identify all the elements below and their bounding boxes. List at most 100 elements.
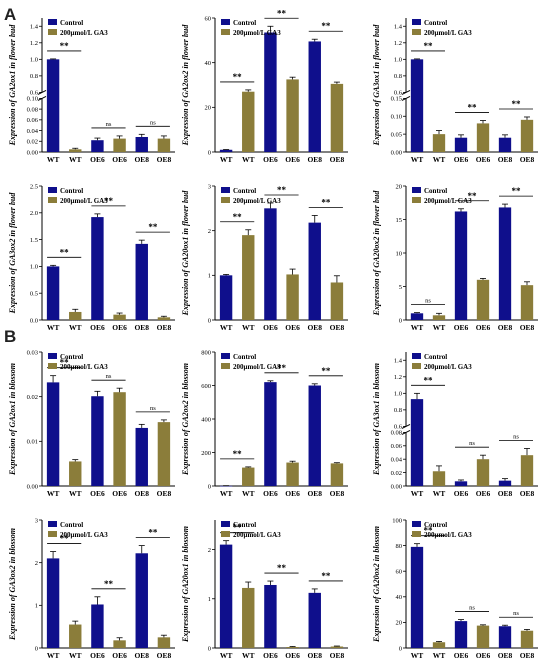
x-tick-label: WT: [220, 155, 233, 164]
y-tick-label: 1.2: [394, 40, 402, 47]
y-tick-label: 400: [201, 416, 211, 423]
x-tick-label: WT: [47, 651, 60, 659]
x-tick-label: OE6: [454, 651, 469, 659]
y-tick-label: 0.8: [394, 73, 402, 80]
bar: [410, 546, 424, 648]
y-tick-label: 1.4: [30, 24, 39, 31]
x-tick-label: OE8: [134, 323, 149, 332]
bar: [476, 123, 490, 152]
legend-label-control: Control: [233, 19, 256, 27]
x-tick-label: WT: [69, 489, 82, 498]
bar: [264, 208, 277, 320]
x-tick-label: WT: [242, 155, 255, 164]
y-tick-label: 0.02: [391, 470, 402, 477]
x-tick-label: WT: [220, 651, 233, 659]
significance-label: **: [512, 99, 522, 109]
bar: [69, 311, 82, 320]
panel-label-b: B: [4, 327, 16, 346]
bar: [286, 647, 299, 648]
bar: [135, 427, 148, 486]
y-tick-label: 5: [399, 284, 402, 291]
x-tick-label: WT: [242, 323, 255, 332]
y-tick-label: 80: [396, 543, 403, 550]
y-tick-label: 40: [396, 594, 403, 601]
chart-3: 0.00 0.05 0.10 0.150.6 0.8 1.0 1.2 1.4 Expressio…: [372, 18, 538, 164]
x-tick-label: OE8: [134, 489, 149, 498]
y-tick-label: 1: [35, 603, 38, 610]
legend-swatch-treated: [221, 197, 230, 203]
bar: [520, 285, 534, 320]
bar: [432, 134, 446, 152]
legend-label-treated: 200μmol/L GA3: [424, 197, 472, 205]
bar: [135, 243, 148, 320]
bar: [113, 640, 126, 648]
x-tick-label: OE6: [112, 489, 127, 498]
x-tick-label: WT: [433, 323, 446, 332]
x-tick-label: WT: [242, 489, 255, 498]
x-tick-label: OE6: [263, 323, 278, 332]
x-tick-label: WT: [411, 323, 424, 332]
bar: [135, 136, 148, 152]
x-tick-label: WT: [47, 155, 60, 164]
chart-2: 0 20 40 60 Expression of GA2ox2 in flower bu…: [181, 8, 348, 164]
y-tick-label: 200: [201, 450, 211, 457]
bar: [498, 207, 512, 320]
bar: [410, 59, 424, 153]
y-axis-label: Expression of GA3ox2 in flower bud: [8, 192, 17, 315]
x-tick-label: WT: [220, 323, 233, 332]
legend-swatch-treated: [221, 29, 230, 35]
bar: [454, 211, 468, 320]
x-tick-label: OE8: [307, 323, 322, 332]
legend-label-control: Control: [233, 187, 256, 195]
y-tick-label: 0.6: [394, 90, 403, 97]
chart-11: 0 1 2 Expression of GA20ox1 in blossom WT WT O…: [181, 520, 348, 659]
legend-label-treated: 200μmol/L GA3: [424, 29, 472, 37]
y-tick-label: 1.0: [30, 57, 38, 64]
significance-label: **: [277, 563, 287, 573]
x-tick-label: OE8: [307, 489, 322, 498]
y-tick-label: 0.10: [27, 96, 38, 103]
significance-label: ns: [513, 610, 519, 617]
y-tick-label: 2: [208, 547, 211, 554]
y-tick-label: 1: [208, 596, 211, 603]
y-tick-label: 0.8: [30, 73, 38, 80]
bar: [46, 558, 60, 648]
y-tick-label: 20: [205, 105, 212, 112]
chart-7: 0.00 0.01 0.02 0.03 Expression of GA2ox1 in …: [8, 349, 175, 498]
y-tick-label: 20: [396, 620, 403, 627]
bar: [454, 621, 468, 648]
y-tick-label: 0.00: [27, 483, 38, 490]
y-tick-label: 60: [205, 15, 212, 22]
x-tick-label: OE6: [90, 489, 105, 498]
x-tick-label: OE6: [285, 651, 300, 659]
y-tick-label: 0.0: [30, 317, 38, 324]
significance-label: ns: [469, 605, 475, 612]
significance-label: **: [60, 247, 70, 257]
legend-label-control: Control: [424, 187, 447, 195]
x-tick-label: OE8: [307, 155, 322, 164]
y-tick-label: 60: [396, 569, 403, 576]
bar: [308, 41, 321, 153]
y-tick-label: 0.06: [391, 443, 403, 450]
x-tick-label: WT: [433, 489, 446, 498]
chart-4: 0.0 0.5 1.0 1.5 2.0 2.5 Expression of GA3ox2 i…: [8, 183, 175, 332]
y-axis-label: Expression of GA2ox2 in flower bud: [181, 24, 190, 147]
legend-swatch-control: [221, 19, 230, 25]
x-tick-label: OE6: [263, 489, 278, 498]
x-tick-label: WT: [69, 323, 82, 332]
legend-label-control: Control: [424, 353, 447, 361]
y-tick-label: 600: [201, 383, 211, 390]
legend-swatch-control: [221, 521, 230, 527]
y-tick-label: 0.00: [391, 149, 402, 156]
x-tick-label: OE6: [476, 651, 491, 659]
chart-8: 0 200 400 600 800 Expression of GA2ox2 in blo…: [181, 349, 348, 498]
bar: [476, 459, 490, 486]
significance-label: **: [148, 222, 158, 232]
y-axis-label: Expression of GA20ox1 in blossom: [181, 526, 190, 643]
y-tick-label: 0: [208, 483, 211, 490]
x-tick-label: OE8: [157, 651, 172, 659]
bar: [69, 461, 82, 486]
x-tick-label: OE8: [157, 489, 172, 498]
bar: [219, 485, 233, 487]
